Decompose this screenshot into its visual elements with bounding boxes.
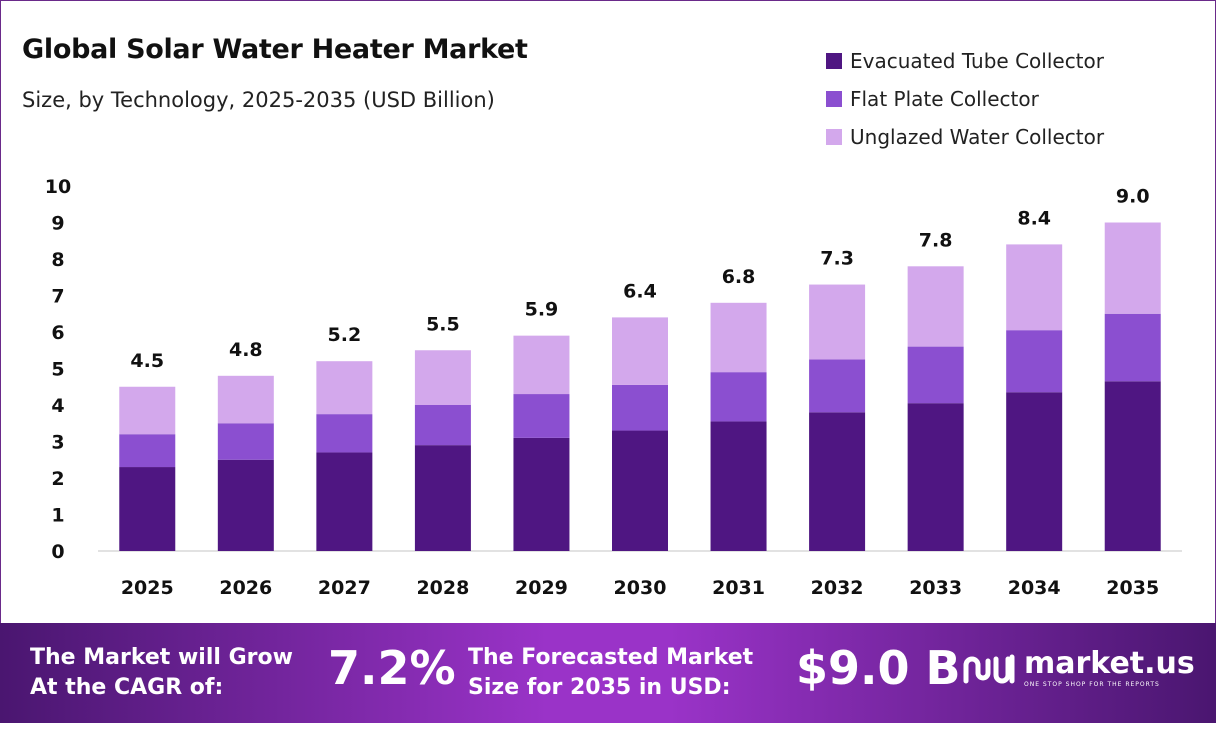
x-tick-label: 2028 — [416, 577, 469, 599]
bar-segment — [612, 317, 668, 385]
brand-tagline: ONE STOP SHOP FOR THE REPORTS — [1024, 681, 1160, 688]
bar-segment — [612, 384, 668, 431]
bar-total-label: 7.8 — [919, 229, 953, 251]
legend-label: Unglazed Water Collector — [850, 125, 1105, 149]
legend-swatch — [826, 129, 842, 145]
y-tick-label: 4 — [51, 395, 64, 417]
legend: Evacuated Tube Collector Flat Plate Coll… — [826, 42, 1104, 156]
bar-segment — [612, 430, 668, 551]
bar-segment — [907, 403, 964, 551]
bar-segment — [907, 346, 964, 404]
bar-total-label: 6.4 — [623, 280, 657, 302]
x-tick-label: 2031 — [712, 577, 765, 599]
brand-name: market.us — [1024, 646, 1195, 681]
bar-segment — [1104, 381, 1161, 551]
x-tick-label: 2030 — [614, 577, 667, 599]
bar-segment — [217, 375, 274, 424]
legend-label: Evacuated Tube Collector — [850, 49, 1104, 73]
bar-segment — [316, 361, 373, 415]
y-tick-label: 2 — [51, 468, 64, 490]
bar-total-label: 6.8 — [722, 266, 756, 288]
x-tick-label: 2027 — [318, 577, 371, 599]
x-tick-label: 2033 — [909, 577, 962, 599]
bar-segment — [414, 350, 471, 405]
legend-item-evacuated-tube: Evacuated Tube Collector — [826, 42, 1104, 80]
bar-segment — [907, 266, 964, 347]
bar-total-label: 5.5 — [426, 313, 460, 335]
cagr-label: The Market will Grow At the CAGR of: — [30, 645, 293, 700]
bar-segment — [710, 302, 767, 373]
y-tick-label: 9 — [51, 213, 64, 235]
y-tick-label: 0 — [51, 541, 64, 563]
y-tick-label: 10 — [45, 176, 71, 198]
bar-segment — [316, 414, 373, 453]
y-tick-label: 7 — [51, 286, 64, 308]
legend-swatch — [826, 53, 842, 69]
bar-segment — [1006, 244, 1063, 331]
forecast-label: The Forecasted Market Size for 2035 in U… — [468, 645, 754, 700]
legend-item-flat-plate: Flat Plate Collector — [826, 80, 1104, 118]
bar-total-label: 4.8 — [229, 339, 263, 361]
market-us-logo-icon — [963, 654, 1015, 683]
bar-segment — [119, 467, 176, 551]
bar-segment — [119, 434, 176, 468]
stacked-bar-chart: 0 1 2 3 4 5 6 7 8 9 10 4.5 2025 4.8 2026 5.2 2027 5.5 2028… — [45, 176, 1182, 599]
bar-segment — [414, 445, 471, 551]
bar-total-label: 8.4 — [1017, 207, 1051, 229]
x-tick-label: 2025 — [121, 577, 174, 599]
bar-segment — [414, 405, 471, 446]
bar-segment — [316, 452, 373, 551]
bar-total-label: 5.2 — [328, 324, 362, 346]
bar-segment — [710, 372, 767, 422]
bar-segment — [809, 284, 866, 360]
bar-segment — [710, 421, 767, 551]
bar-segment — [1104, 313, 1161, 382]
legend-label: Flat Plate Collector — [850, 87, 1039, 111]
bar-segment — [1006, 392, 1063, 551]
bar-total-label: 9.0 — [1116, 186, 1150, 208]
y-tick-label: 3 — [51, 432, 64, 454]
forecast-value: $9.0 B — [796, 641, 961, 695]
bar-segment — [809, 359, 866, 413]
bar-segment — [1006, 330, 1063, 393]
y-tick-label: 6 — [51, 322, 64, 344]
bar-segment — [513, 335, 570, 395]
cagr-value: 7.2% — [328, 641, 456, 695]
x-tick-label: 2032 — [811, 577, 864, 599]
y-tick-label: 1 — [51, 505, 64, 527]
chart-title: Global Solar Water Heater Market — [22, 34, 528, 65]
bar-segment — [1104, 222, 1161, 314]
bar-segment — [809, 412, 866, 551]
bar-segment — [217, 459, 274, 551]
footer-banner: The Market will Grow At the CAGR of: 7.2… — [0, 623, 1216, 723]
legend-item-unglazed: Unglazed Water Collector — [826, 118, 1104, 156]
bar-segment — [513, 437, 570, 551]
bar-total-label: 4.5 — [130, 350, 164, 372]
x-tick-label: 2029 — [515, 577, 568, 599]
x-tick-label: 2035 — [1106, 577, 1159, 599]
bar-segment — [513, 394, 570, 438]
bar-segment — [119, 386, 176, 435]
brand-logo: market.us ONE STOP SHOP FOR THE REPORTS — [962, 649, 1195, 688]
y-tick-label: 8 — [51, 249, 64, 271]
x-tick-label: 2026 — [219, 577, 272, 599]
bar-segment — [217, 423, 274, 460]
x-tick-label: 2034 — [1008, 577, 1061, 599]
bar-total-label: 7.3 — [820, 248, 854, 270]
y-tick-label: 5 — [51, 359, 64, 381]
chart-subtitle: Size, by Technology, 2025-2035 (USD Bill… — [22, 88, 495, 112]
legend-swatch — [826, 91, 842, 107]
bar-total-label: 5.9 — [525, 299, 559, 321]
